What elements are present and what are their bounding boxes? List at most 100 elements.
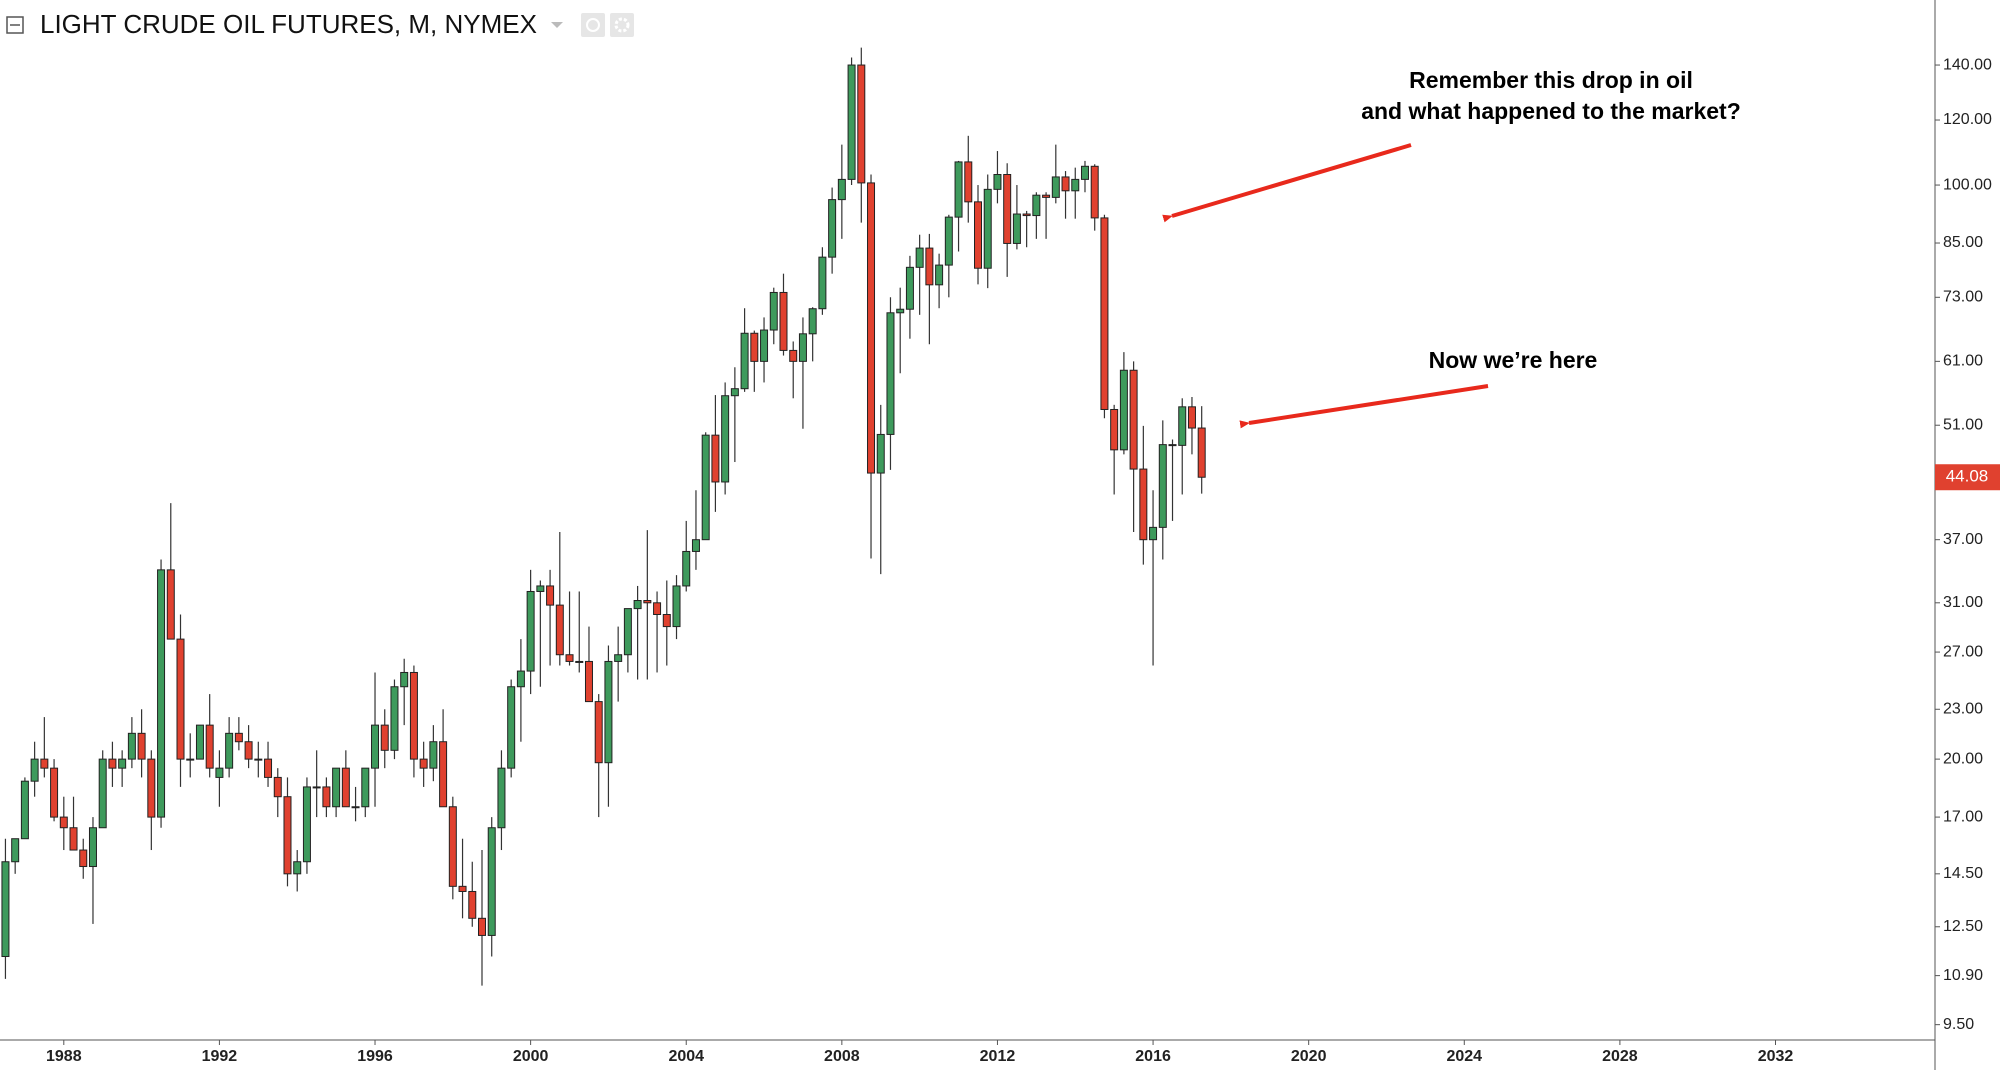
candle-body [1042, 194, 1051, 198]
candle-body [964, 161, 973, 203]
candle-body [672, 585, 681, 628]
visibility-icon[interactable] [581, 13, 605, 37]
settings-icon[interactable] [610, 13, 634, 37]
x-tick-label: 1996 [357, 1048, 393, 1065]
candle-body [254, 758, 263, 761]
y-tick-label: 140.00 [1943, 56, 1992, 73]
candle-body [1197, 427, 1206, 478]
candle-body [380, 724, 389, 751]
y-tick-label: 100.00 [1943, 176, 1992, 193]
candle-body [974, 201, 983, 269]
candle-body [50, 767, 59, 818]
candle-body [1187, 406, 1196, 429]
candle-body [468, 890, 477, 919]
x-tick-label: 2024 [1446, 1048, 1482, 1065]
candle-body [88, 827, 97, 868]
candle-body [302, 786, 311, 863]
y-tick-label: 23.00 [1943, 700, 1983, 717]
candle-body [837, 178, 846, 201]
candle-body [721, 395, 730, 483]
candle-body [195, 724, 204, 760]
candle-body [546, 585, 555, 606]
candle-body [565, 654, 574, 662]
candle-body [1022, 213, 1031, 217]
last-price-label: 44.08 [1946, 467, 1989, 486]
candle-body [283, 796, 292, 875]
candle-body [954, 161, 963, 218]
candle-body [439, 741, 448, 808]
candle-body [1129, 369, 1138, 470]
candle-body [925, 247, 934, 286]
candle-body [98, 758, 107, 829]
candle-body [1119, 369, 1128, 451]
annotation-arrow [1239, 384, 1489, 429]
candle-body [828, 199, 837, 258]
y-tick-label: 61.00 [1943, 353, 1983, 370]
candle-body [555, 604, 564, 656]
candle-body [915, 247, 924, 268]
candle-body [137, 732, 146, 760]
candle-body [516, 670, 525, 688]
candle-body [108, 758, 117, 769]
candle-body [448, 806, 457, 887]
candle-body [20, 780, 29, 840]
candle-body [614, 654, 623, 662]
y-tick-label: 31.00 [1943, 594, 1983, 611]
candle-body [273, 776, 282, 798]
candle-body [633, 600, 642, 610]
x-tick-label: 2032 [1758, 1048, 1794, 1065]
candle-body [176, 638, 185, 760]
candle-body [332, 767, 341, 808]
candle-body [536, 585, 545, 592]
x-tick-label: 1988 [46, 1048, 82, 1065]
y-tick-label: 17.00 [1943, 808, 1983, 825]
candle-body [429, 741, 438, 769]
candle-body [691, 539, 700, 552]
candle-body [526, 590, 535, 672]
candle-body [847, 64, 856, 180]
candle-body [789, 349, 798, 362]
candle-body [497, 767, 506, 829]
candle-body [662, 613, 671, 628]
candle-body [1149, 526, 1158, 541]
candle-body [390, 686, 399, 751]
candle-body [1051, 176, 1060, 198]
candle-body [896, 308, 905, 314]
candle-body [1012, 213, 1021, 244]
candle-body [730, 388, 739, 397]
y-tick-label: 120.00 [1943, 111, 1992, 128]
candle-body [1080, 165, 1089, 180]
candle-body [808, 308, 817, 335]
candle-body [264, 758, 273, 778]
candle-body [1158, 444, 1167, 528]
x-tick-label: 2016 [1135, 1048, 1171, 1065]
candle-body [1071, 178, 1080, 192]
candle-body [594, 701, 603, 764]
y-tick-label: 51.00 [1943, 416, 1983, 433]
candle-body [1139, 468, 1148, 541]
candle-body [127, 732, 136, 760]
x-tick-label: 2000 [513, 1048, 549, 1065]
x-tick-label: 1992 [202, 1048, 238, 1065]
candle-body [234, 732, 243, 743]
candle-body [341, 767, 350, 808]
candle-body [867, 182, 876, 474]
candle-body [215, 767, 224, 778]
y-tick-label: 73.00 [1943, 289, 1983, 306]
candle-body [740, 332, 749, 390]
candle-body [857, 64, 866, 184]
dropdown-caret[interactable] [551, 22, 563, 28]
candle-body [983, 188, 992, 269]
y-tick-label: 10.90 [1943, 967, 1983, 984]
x-tick-label: 2008 [824, 1048, 860, 1065]
collapse-icon[interactable] [6, 16, 24, 34]
candle-body [1168, 444, 1177, 447]
candle-body [225, 732, 234, 769]
candle-body [623, 608, 632, 656]
candle-body [487, 827, 496, 936]
candle-body [361, 767, 370, 808]
candle-body [477, 917, 486, 936]
y-tick-label: 20.00 [1943, 750, 1983, 767]
